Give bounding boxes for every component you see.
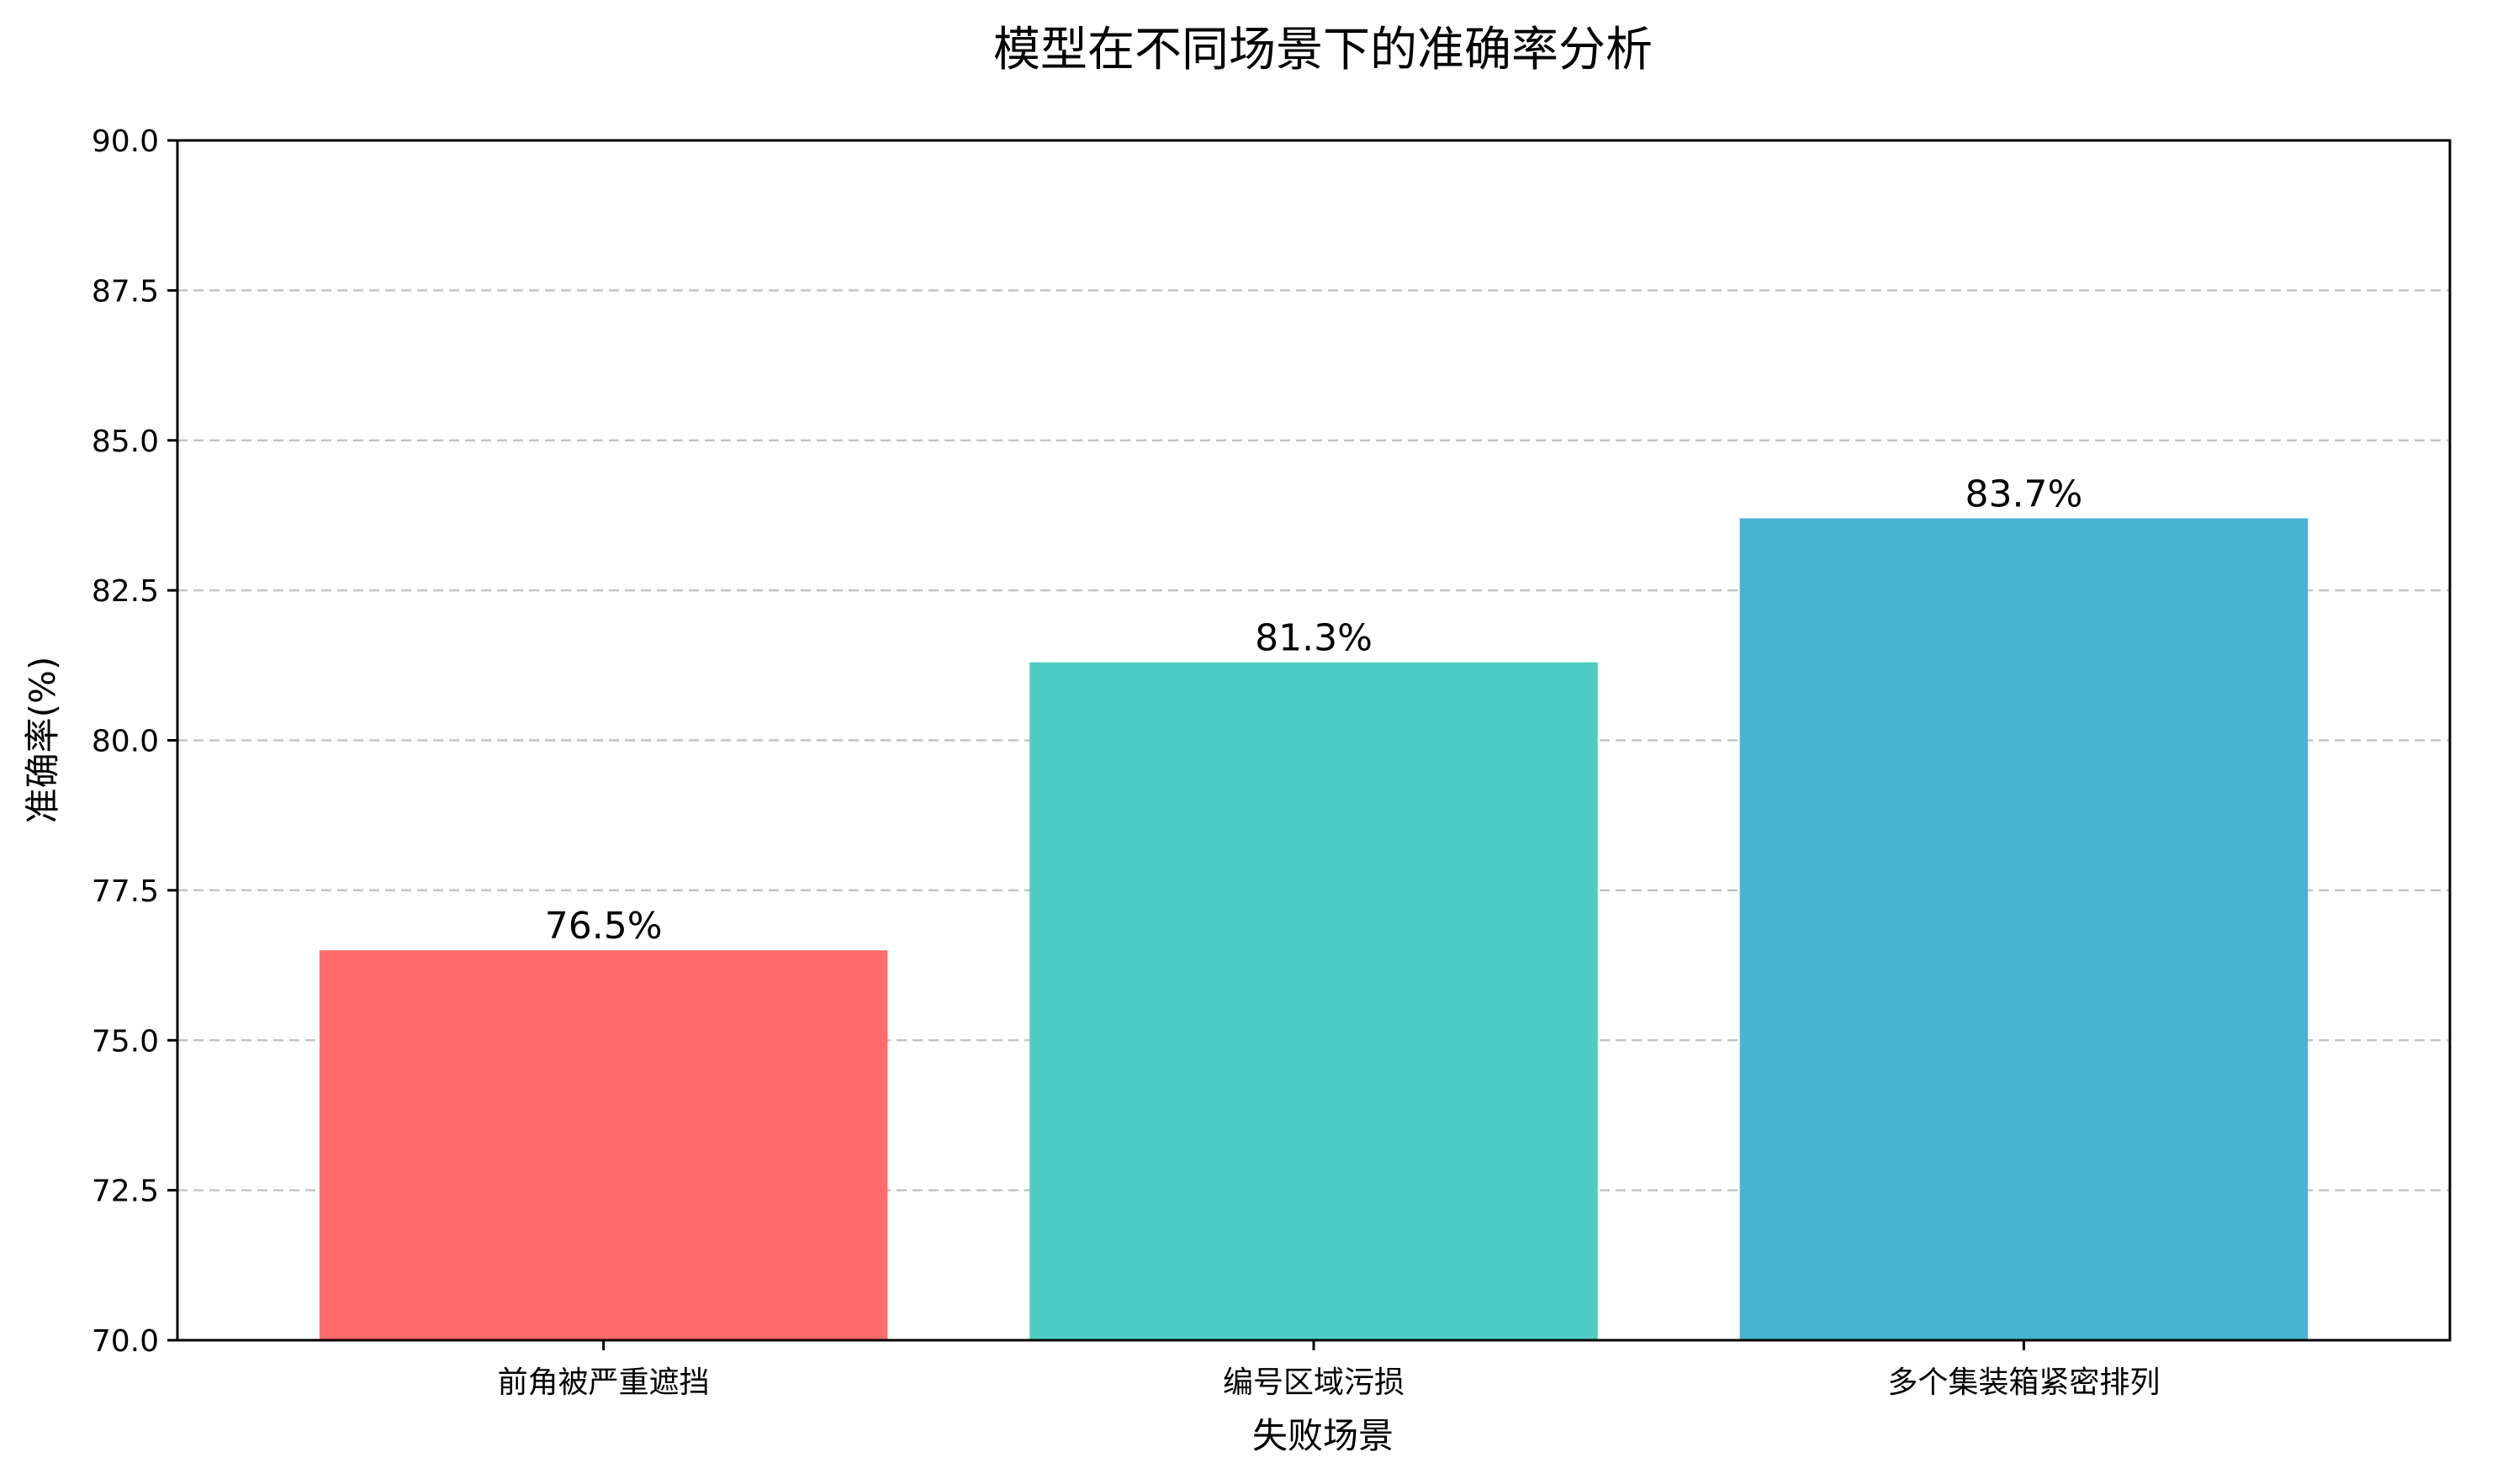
y-tick-label: 77.5 [92,874,159,909]
data-label: 81.3% [1255,617,1373,660]
data-labels: 76.5% 81.3% 83.7% [545,473,2083,948]
y-tick-label: 85.0 [92,425,159,459]
data-label: 83.7% [1965,473,2082,516]
x-tick-label: 多个集装箱紧密排列 [1887,1365,2160,1400]
bars [319,518,2309,1340]
bar [1029,662,1598,1340]
y-axis-label: 准确率(%) [22,657,63,824]
y-tick-label: 72.5 [92,1175,159,1209]
bar [1739,518,2309,1340]
y-tick-label: 87.5 [92,274,159,309]
chart-title: 模型在不同场景下的准确率分析 [993,23,1653,77]
x-axis-label: 失败场景 [1252,1415,1394,1456]
y-tick-label: 90.0 [92,124,159,159]
y-tick-label: 70.0 [92,1324,159,1359]
y-tick-label: 80.0 [92,725,159,759]
x-tick-label: 前角被严重遮挡 [498,1365,710,1400]
data-label: 76.5% [545,905,663,948]
y-tick-label: 82.5 [92,574,159,609]
y-axis: 70.0 72.5 75.0 77.5 80.0 82.5 85.0 87.5 90.0 [92,124,177,1359]
x-axis: 前角被严重遮挡 编号区域污损 多个集装箱紧密排列 [498,1340,2160,1400]
x-tick-label: 编号区域污损 [1223,1365,1405,1400]
y-tick-label: 75.0 [92,1024,159,1059]
bar [319,950,888,1340]
